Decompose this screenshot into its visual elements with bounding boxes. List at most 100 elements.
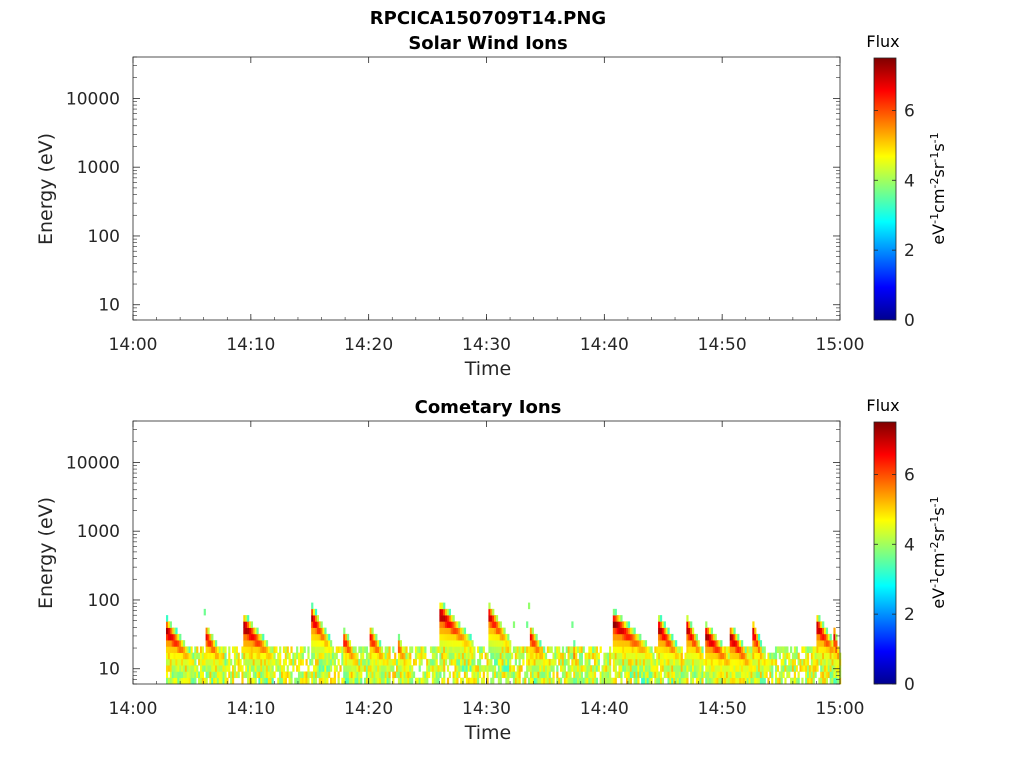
flux-cell: [245, 652, 248, 660]
flux-cell: [213, 640, 216, 647]
flux-cell: [637, 665, 640, 672]
flux-cell: [169, 671, 172, 679]
flux-cell: [529, 677, 533, 685]
flux-cell: [712, 640, 715, 647]
flux-cell: [269, 658, 272, 666]
flux-cell: [230, 671, 233, 679]
flux-cell: [322, 665, 325, 672]
flux-cell: [816, 665, 819, 672]
flux-cell: [680, 677, 683, 685]
flux-cell: [676, 652, 680, 660]
flux-cell: [642, 646, 646, 653]
flux-cell: [296, 646, 299, 653]
flux-cell: [571, 658, 574, 666]
flux-cell: [292, 652, 295, 660]
colorbar-scale: [873, 421, 897, 685]
flux-cell: [248, 652, 252, 660]
flux-cell: [290, 658, 293, 666]
flux-cell: [471, 665, 474, 672]
flux-cell: [345, 665, 348, 672]
flux-cell: [503, 627, 506, 635]
flux-cell: [688, 633, 691, 641]
flux-cell: [622, 665, 625, 672]
flux-cell: [322, 677, 325, 685]
flux-cell: [797, 658, 800, 666]
flux-cell: [354, 665, 357, 672]
flux-cell: [516, 665, 519, 672]
flux-cell: [746, 658, 749, 666]
flux-cell: [215, 646, 218, 653]
flux-cell: [614, 665, 617, 672]
flux-cell: [607, 665, 610, 672]
flux-cell: [639, 646, 642, 653]
flux-cell: [593, 677, 597, 685]
flux-cell: [548, 671, 551, 679]
flux-cell: [492, 646, 495, 653]
flux-cell: [737, 671, 740, 679]
flux-cell: [663, 665, 666, 672]
flux-cell: [250, 658, 254, 666]
flux-cell: [279, 677, 282, 685]
flux-cell: [678, 652, 681, 660]
flux-cell: [294, 652, 297, 660]
flux-cell: [671, 633, 674, 641]
flux-cell: [188, 646, 191, 653]
flux-cell: [573, 652, 576, 660]
flux-cell: [692, 633, 695, 641]
flux-cell: [448, 621, 451, 628]
flux-cell: [456, 652, 459, 660]
flux-cell: [639, 658, 642, 666]
flux-cell: [599, 646, 602, 653]
flux-cell: [822, 665, 825, 672]
flux-cell: [831, 658, 834, 666]
flux-cell: [175, 633, 178, 641]
flux-cell: [454, 640, 457, 647]
flux-cell: [497, 627, 500, 635]
flux-cell: [546, 646, 550, 653]
flux-cell: [190, 665, 193, 672]
flux-cell: [433, 646, 436, 653]
flux-cell: [326, 646, 329, 653]
flux-cell: [665, 652, 668, 660]
flux-cell: [207, 665, 210, 672]
flux-cell: [392, 677, 395, 685]
flux-cell: [673, 671, 676, 679]
flux-cell: [529, 640, 533, 647]
flux-cell: [835, 652, 838, 660]
flux-cell: [386, 671, 389, 679]
flux-cell: [682, 677, 685, 685]
flux-cell: [780, 658, 783, 666]
flux-cell: [533, 652, 536, 660]
flux-cell: [443, 671, 446, 679]
flux-cell: [825, 665, 829, 672]
flux-cell: [424, 646, 427, 653]
flux-cell: [797, 677, 800, 685]
flux-cell: [301, 671, 304, 679]
flux-cell: [199, 646, 203, 653]
flux-cell: [578, 658, 582, 666]
flux-cell: [448, 658, 451, 666]
flux-cell: [428, 671, 431, 679]
flux-cell: [663, 671, 666, 679]
flux-cell: [605, 677, 608, 685]
flux-cell: [633, 677, 636, 685]
flux-cell: [335, 665, 338, 672]
flux-cell: [245, 627, 248, 635]
flux-cell: [673, 652, 676, 660]
flux-cell: [218, 646, 221, 653]
flux-cell: [650, 652, 653, 660]
flux-cell: [590, 671, 593, 679]
flux-cell: [690, 658, 693, 666]
flux-cell: [495, 658, 499, 666]
flux-cell: [235, 671, 238, 679]
flux-cell: [631, 646, 634, 653]
flux-cell: [807, 646, 810, 653]
flux-cell: [725, 652, 729, 660]
flux-cell: [531, 640, 534, 647]
flux-cell: [522, 677, 525, 685]
flux-cell: [173, 627, 176, 635]
flux-cell: [433, 658, 436, 666]
flux-cell: [165, 633, 169, 641]
flux-cell: [514, 658, 517, 666]
flux-cell: [833, 640, 836, 647]
